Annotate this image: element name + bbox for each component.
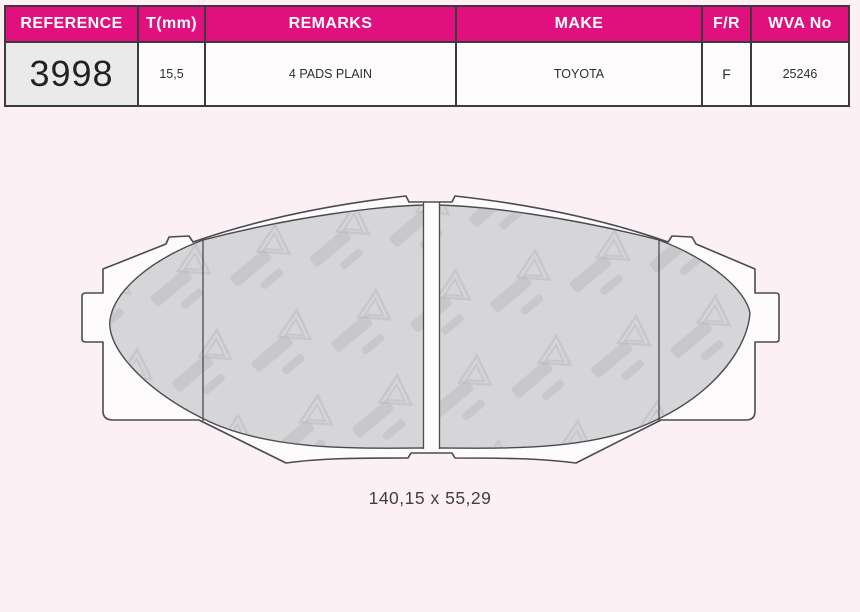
spec-table-header-row: REFERENCE T(mm) REMARKS MAKE F/R WVA No (4, 5, 850, 43)
cell-front-rear: F (701, 41, 752, 107)
cell-remarks: 4 PADS PLAIN (204, 41, 457, 107)
cell-wva-no: 25246 (750, 41, 850, 107)
column-header-wva-no: WVA No (750, 5, 850, 43)
column-header-reference: REFERENCE (4, 5, 139, 43)
spec-table-row: 3998 15,5 4 PADS PLAIN TOYOTA F 25246 (4, 41, 850, 107)
column-header-thickness: T(mm) (137, 5, 206, 43)
cell-thickness: 15,5 (137, 41, 206, 107)
column-header-remarks: REMARKS (204, 5, 457, 43)
center-slot (422, 202, 441, 450)
dimension-label: 140,15 x 55,29 (368, 488, 492, 508)
spec-table: REFERENCE T(mm) REMARKS MAKE F/R WVA No … (4, 5, 850, 107)
column-header-front-rear: F/R (701, 5, 752, 43)
column-header-make: MAKE (455, 5, 703, 43)
cell-reference: 3998 (4, 41, 139, 107)
cell-make: TOYOTA (455, 41, 703, 107)
